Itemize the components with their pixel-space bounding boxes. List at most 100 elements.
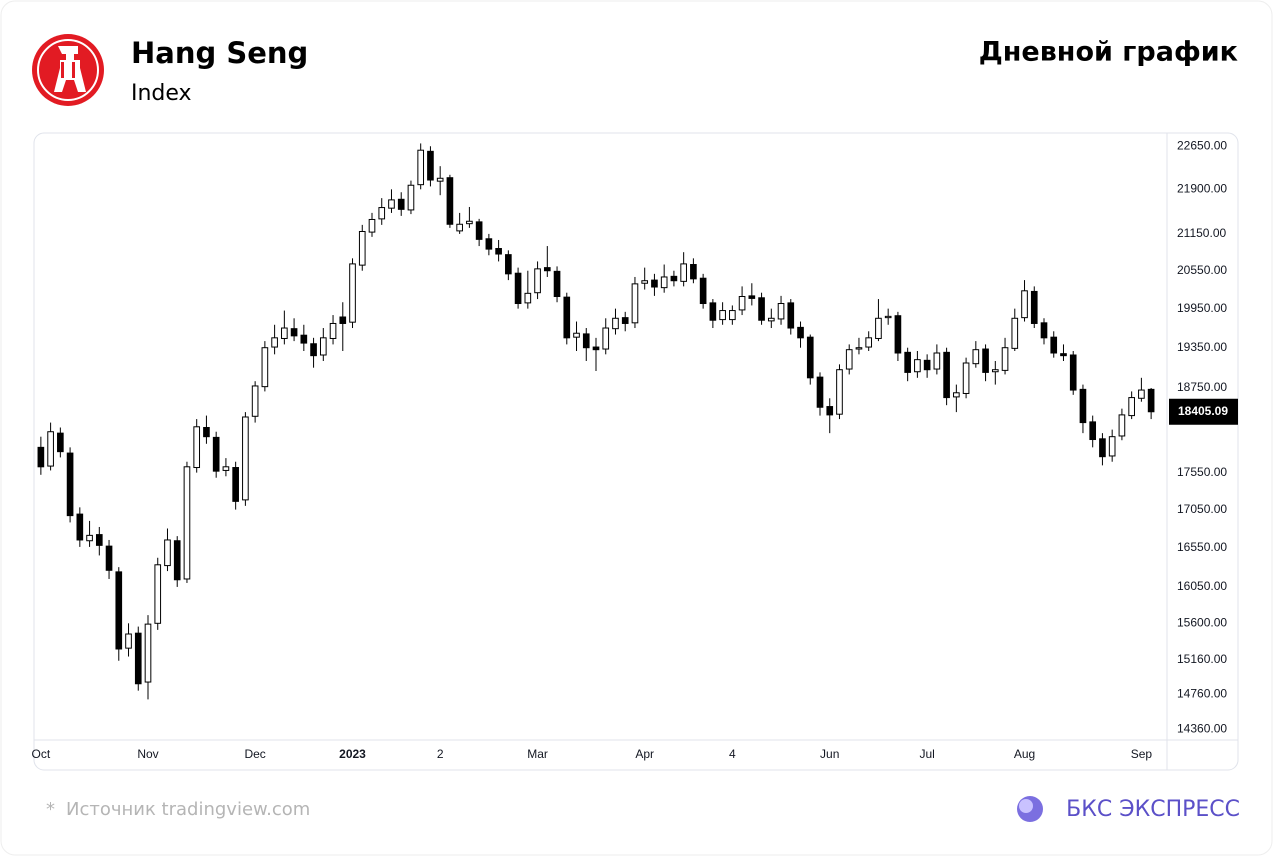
candle-body [1011,317,1019,349]
candle-body [845,349,853,370]
candle-body [826,406,834,416]
candle-body [1030,290,1038,324]
candle-body [972,349,980,365]
plot-frame [33,132,1239,771]
candle-body [631,283,639,324]
candle-body [436,177,444,182]
candle-body [505,254,512,275]
candle-body [962,362,970,394]
y-tick-label: 16550.00 [1177,540,1227,554]
x-tick-label: 4 [729,747,736,761]
candle-body [553,270,561,298]
candle-body [651,279,658,288]
candle-body [1060,353,1067,357]
y-tick-label: 17050.00 [1177,502,1227,516]
candle-body [1001,347,1009,371]
candle-body [105,545,113,571]
candle-body [621,317,629,324]
candle-body [602,327,610,350]
candle-body [709,302,717,321]
candle-body [485,238,493,250]
candle-body [816,376,824,408]
candle-body [232,467,239,502]
x-tick-label: 2023 [339,747,366,761]
y-tick-label: 16050.00 [1177,579,1227,593]
x-tick-label: Sep [1131,747,1153,761]
candle-body [339,316,347,324]
last-price-label: 18405.09 [1178,404,1228,418]
candle-body [1021,290,1028,319]
candle-body [875,317,882,339]
y-tick-label: 14760.00 [1177,686,1227,700]
candle-body [641,280,649,284]
candle-body [582,333,590,349]
candle-body [251,385,259,417]
candle-body [86,534,93,542]
candle-body [388,199,395,209]
candle-body [923,359,931,371]
candle-body [1040,322,1048,339]
y-tick-label: 21900.00 [1177,181,1227,195]
candle-body [183,466,191,580]
candle-body [417,149,425,186]
y-tick-label: 22650.00 [1177,138,1227,152]
candle-body [514,272,522,305]
logo [32,34,104,106]
candle-body [95,534,103,546]
candle-body [475,221,483,240]
candle-body [47,431,54,467]
candle-body [933,352,941,370]
candle-body [806,336,814,379]
candle-body [495,248,502,255]
candle-body [884,315,892,319]
candle-body [358,230,366,266]
candle-body [660,276,668,289]
candle-body [300,334,308,344]
candle-body [1079,388,1087,424]
brand-logo [1017,796,1043,822]
candle-body [914,359,921,373]
x-tick-label: Mar [527,747,548,761]
footnote-mark: * [46,799,55,820]
candle-body [378,207,386,220]
candle-body [836,369,843,415]
candle-body [1089,421,1097,441]
y-tick-label: 19950.00 [1177,301,1227,315]
candle-body [349,263,356,323]
candle-body [173,540,181,581]
candle-body [719,310,726,321]
candle-body [290,328,298,337]
candle-body [982,348,989,373]
candle-body [953,392,960,398]
candle-body [612,317,619,330]
candle-body [271,337,278,348]
candle-body [787,302,795,329]
x-tick-label: Nov [137,747,158,761]
y-tick-label: 15600.00 [1177,615,1227,629]
candle-body [563,296,571,339]
candle-body [154,564,162,624]
candle-body [729,310,736,321]
candle-body [943,351,950,399]
candle-body [456,223,463,232]
candle-body [1147,388,1155,413]
subtitle: Index [131,81,192,106]
candle-body [738,296,746,311]
candle-body [397,198,405,210]
candle-body [261,347,269,388]
y-tick-label: 15160.00 [1177,652,1227,666]
candle-body [1099,438,1106,458]
candle-body [115,571,123,650]
candle-body [37,446,45,468]
candle-body [991,369,999,373]
candle-body [904,351,911,373]
candle-body [66,452,74,517]
candle-body [573,332,580,338]
y-tick-label: 14360.00 [1177,721,1227,735]
candle-body [446,177,454,225]
last-price-box [1169,398,1238,425]
source: Источник tradingview.com [66,799,310,820]
candle-body [1050,336,1058,354]
